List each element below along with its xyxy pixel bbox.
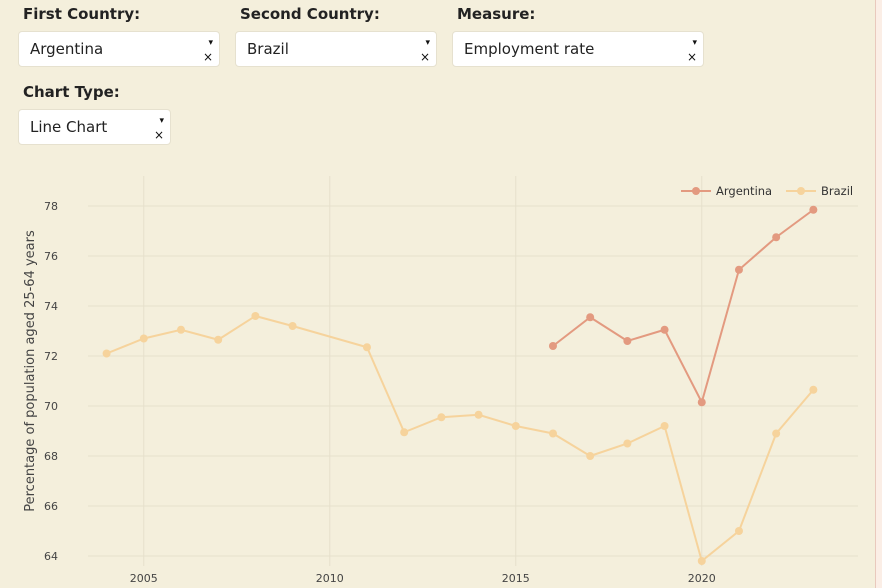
chevron-down-icon[interactable]: ▾ [159,116,164,126]
chart-type-value: Line Chart [30,118,108,136]
y-tick-label: 70 [44,400,58,413]
data-point-argentina [734,265,743,274]
first-country-label: First Country: [23,5,141,23]
data-point-argentina [809,205,818,214]
data-point-brazil [362,343,371,352]
y-tick-label: 72 [44,350,58,363]
legend-label-brazil: Brazil [821,184,853,198]
y-tick-label: 76 [44,250,58,263]
first-country-value: Argentina [30,40,104,58]
y-tick-label: 74 [44,300,58,313]
data-point-brazil [176,325,185,334]
data-point-brazil [548,429,557,438]
data-point-brazil [474,410,483,419]
data-point-argentina [586,313,595,322]
clear-icon[interactable]: × [419,50,430,64]
page-right-edge [875,0,882,588]
data-point-argentina [772,233,781,242]
data-point-brazil [586,452,595,460]
data-point-brazil [511,422,520,430]
data-point-brazil [214,335,223,344]
chart-type-label: Chart Type: [23,83,120,101]
measure-value: Employment rate [464,40,595,58]
chart-type-dropdown[interactable]: Line Chart ▾ × [18,109,171,145]
data-point-brazil [288,322,297,330]
clear-icon[interactable]: × [202,50,213,64]
data-point-argentina [660,325,669,334]
second-country-dropdown[interactable]: Brazil ▾ × [235,31,437,67]
second-country-value: Brazil [247,40,289,58]
x-tick-label: 2010 [316,572,344,585]
data-point-brazil [660,422,669,430]
measure-label: Measure: [457,5,536,23]
data-point-brazil [400,428,409,437]
data-point-brazil [772,429,781,438]
x-tick-label: 2020 [688,572,716,585]
series-line-argentina [552,208,814,405]
data-point-brazil [102,349,111,358]
y-tick-label: 68 [44,450,58,463]
measure-dropdown[interactable]: Employment rate ▾ × [452,31,704,67]
legend-label-argentina: Argentina [716,184,772,198]
chevron-down-icon[interactable]: ▾ [208,38,213,48]
legend-marker-argentina [692,187,700,195]
data-point-argentina [623,337,632,345]
second-country-label: Second Country: [240,5,380,23]
data-point-brazil [251,312,260,320]
y-tick-label: 78 [44,200,58,213]
data-point-brazil [437,413,446,422]
y-tick-label: 64 [44,550,58,563]
data-point-brazil [139,334,148,343]
y-tick-label: 66 [44,500,58,513]
x-tick-label: 2005 [130,572,158,585]
clear-icon[interactable]: × [153,128,164,142]
data-point-brazil [809,385,818,394]
data-point-argentina [548,342,557,350]
x-tick-label: 2015 [502,572,530,585]
legend-marker-brazil [797,187,805,195]
data-point-brazil [623,439,632,448]
clear-icon[interactable]: × [686,50,697,64]
chevron-down-icon[interactable]: ▾ [692,38,697,48]
data-point-brazil [697,557,706,565]
first-country-dropdown[interactable]: Argentina ▾ × [18,31,220,67]
data-point-brazil [734,527,743,535]
y-axis-title: Percentage of population aged 25-64 year… [23,230,38,512]
data-point-argentina [697,398,706,407]
chevron-down-icon[interactable]: ▾ [425,38,430,48]
series-line-brazil [106,314,815,563]
